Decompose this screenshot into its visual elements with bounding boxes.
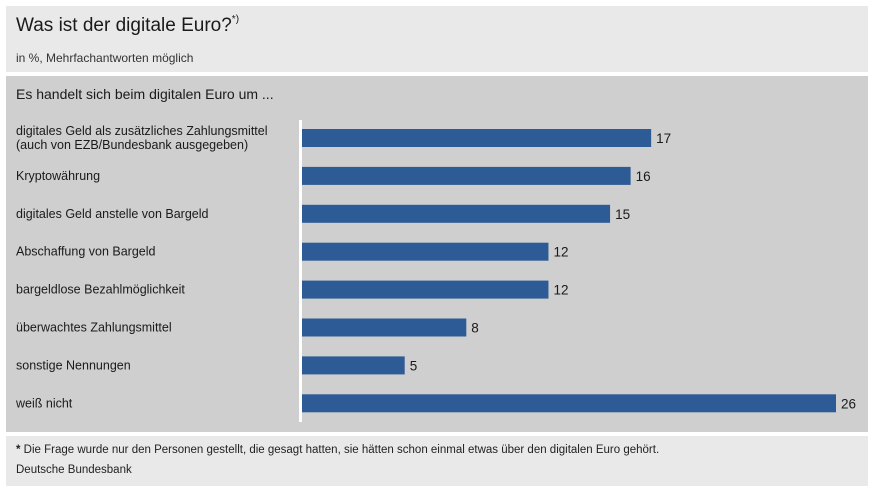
category-label-1: Kryptowährung bbox=[16, 169, 100, 183]
category-label-5: überwachtes Zahlungsmittel bbox=[16, 321, 172, 335]
chart-footer: * Die Frage wurde nur den Personen geste… bbox=[6, 436, 868, 486]
bar-7 bbox=[302, 394, 836, 413]
value-label-2: 15 bbox=[615, 207, 630, 222]
value-label-1: 16 bbox=[636, 169, 651, 184]
footnote-text: Die Frage wurde nur den Personen gestell… bbox=[20, 444, 660, 456]
bar-4 bbox=[302, 280, 549, 299]
value-label-4: 12 bbox=[553, 283, 568, 298]
chart-header: Was ist der digitale Euro?*) in %, Mehrf… bbox=[6, 6, 868, 72]
chart-area: Es handelt sich beim digitalen Euro um .… bbox=[6, 76, 868, 432]
value-label-0: 17 bbox=[656, 131, 671, 146]
chart-frame: Was ist der digitale Euro?*) in %, Mehrf… bbox=[6, 6, 868, 486]
bar-1 bbox=[302, 166, 631, 185]
header-divider bbox=[6, 72, 868, 76]
title-footnote-marker: *) bbox=[231, 14, 240, 25]
bar-5 bbox=[302, 318, 467, 337]
bar-6 bbox=[302, 356, 405, 375]
footnote-marker: * bbox=[16, 444, 21, 456]
value-label-7: 26 bbox=[841, 396, 856, 411]
category-label-3: Abschaffung von Bargeld bbox=[16, 245, 156, 259]
value-label-3: 12 bbox=[553, 245, 568, 260]
chart-question: Es handelt sich beim digitalen Euro um .… bbox=[16, 86, 274, 102]
category-label-0-line-1: (auch von EZB/Bundesbank ausgegeben) bbox=[16, 138, 248, 152]
footer-divider bbox=[6, 432, 868, 436]
bar-0 bbox=[302, 129, 652, 147]
chart-title: Was ist der digitale Euro?*) bbox=[16, 14, 239, 37]
category-label-0-line-0: digitales Geld als zusätzliches Zahlungs… bbox=[16, 124, 268, 138]
footnote: * Die Frage wurde nur den Personen geste… bbox=[16, 444, 659, 456]
value-label-5: 8 bbox=[471, 321, 479, 336]
bar-3 bbox=[302, 242, 549, 261]
bar-chart-svg: 17 digitales Geld als zusätzliches Zahlun… bbox=[15, 120, 856, 422]
category-label-7: weiß nicht bbox=[15, 396, 73, 410]
category-label-6: sonstige Nennungen bbox=[16, 358, 131, 372]
value-label-6: 5 bbox=[410, 358, 418, 373]
category-axis bbox=[299, 120, 302, 422]
source-label: Deutsche Bundesbank bbox=[16, 464, 132, 476]
category-label-4: bargeldlose Bezahlmöglichkeit bbox=[16, 283, 185, 297]
category-label-2: digitales Geld anstelle von Bargeld bbox=[16, 207, 209, 221]
chart-title-text: Was ist der digitale Euro? bbox=[16, 15, 232, 36]
chart-subtitle: in %, Mehrfachantworten möglich bbox=[16, 51, 194, 65]
bar-2 bbox=[302, 204, 611, 223]
